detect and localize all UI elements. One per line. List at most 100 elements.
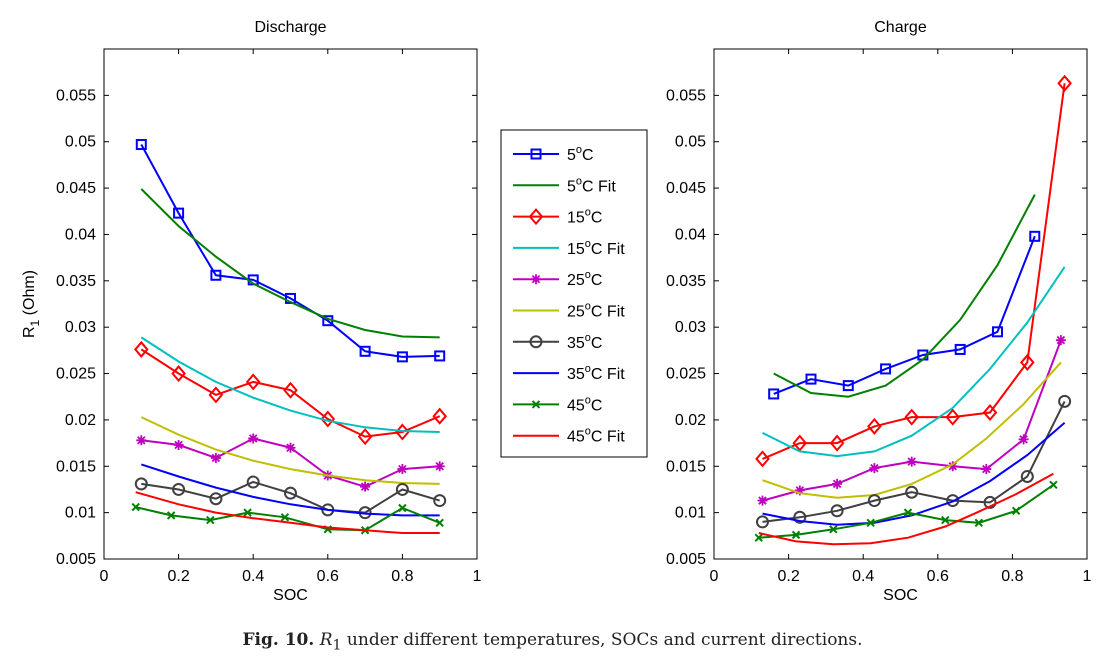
series-5oc: [768, 230, 1041, 400]
data-point: [805, 373, 817, 385]
data-point: [904, 408, 920, 426]
x-tick-label: 0.8: [391, 568, 413, 585]
legend-label: 25oC: [567, 269, 602, 289]
data-point: [754, 533, 763, 542]
data-point: [981, 464, 992, 475]
chart-panel-2: 0 0.2 0.4 0.6 0.8 1 0.005 0.01 0.015 0.02 0.025 0.0…: [666, 19, 1092, 604]
caption-label: Fig. 10.: [242, 630, 315, 650]
series-line: [762, 400, 1066, 523]
series-line: [140, 348, 441, 438]
x-tick-label: 0.2: [777, 568, 799, 585]
legend-entry: 5oC: [513, 144, 594, 164]
y-tick-label: 0.055: [56, 87, 96, 104]
y-tick-label: 0.01: [675, 505, 706, 522]
y-tick-label: 0.055: [666, 87, 706, 104]
data-point: [173, 439, 184, 450]
data-point: [434, 461, 445, 472]
y-tick-label: 0.035: [666, 273, 706, 290]
y-tick-label: 0.02: [65, 412, 96, 429]
legend-marker: [530, 148, 542, 160]
data-point: [1011, 506, 1021, 515]
series-line: [758, 472, 1054, 546]
axes-frame: [103, 48, 478, 560]
legend: 5oC 5oC Fit 15oC 15oC Fit 25oC 25oC Fit 35oC 35…: [500, 129, 648, 458]
axes-frame: [713, 48, 1088, 560]
data-point: [208, 386, 224, 404]
series-25oc-fit: [140, 416, 440, 485]
y-tick-label: 0.02: [675, 412, 706, 429]
series-35oc: [755, 394, 1072, 529]
data-point: [135, 139, 147, 151]
y-tick-label: 0.045: [56, 180, 96, 197]
x-tick-label: 0.8: [1001, 568, 1023, 585]
data-point: [209, 492, 223, 506]
data-point: [1018, 434, 1029, 445]
data-point: [1049, 480, 1058, 490]
data-point: [397, 464, 408, 475]
x-tick-label: 1: [473, 568, 482, 585]
data-point: [210, 452, 221, 463]
legend-marker: [531, 400, 541, 409]
legend-label: 45oC Fit: [567, 426, 625, 446]
data-point: [793, 510, 807, 524]
series-line: [762, 266, 1066, 458]
caption-symbol: R: [319, 630, 333, 650]
chart-title: Discharge: [254, 19, 326, 36]
data-point: [869, 463, 880, 474]
data-point: [906, 456, 917, 467]
series-35oc: [134, 475, 447, 520]
caption-subscript: 1: [332, 637, 342, 654]
data-point: [320, 410, 336, 428]
data-point: [867, 417, 882, 435]
data-point: [757, 495, 768, 506]
series-45oc: [754, 480, 1058, 542]
y-tick-label: 0.05: [65, 134, 96, 151]
data-point: [947, 461, 958, 472]
data-point: [172, 482, 186, 496]
data-point: [945, 408, 961, 426]
data-point: [395, 482, 409, 496]
data-point: [905, 485, 919, 499]
data-point: [1057, 74, 1072, 92]
series-line: [762, 339, 1062, 502]
legend-label: 15oC Fit: [567, 238, 625, 258]
data-point: [768, 388, 780, 400]
figure-caption: Fig. 10. R1 under different temperatures…: [0, 630, 1105, 653]
series-line: [140, 416, 440, 485]
y-tick-label: 0.05: [675, 134, 706, 151]
legend-marker: [529, 335, 543, 349]
y-tick-label: 0.015: [666, 458, 706, 475]
legend-label: 5oC: [567, 144, 594, 164]
series-line: [135, 491, 440, 534]
data-point: [982, 403, 998, 422]
y-tick-label: 0.04: [65, 226, 96, 243]
legend-label: 35oC Fit: [567, 363, 625, 383]
series-5oc-fit: [773, 194, 1036, 398]
y-tick-label: 0.015: [56, 458, 96, 475]
data-point: [359, 345, 371, 357]
series-25oc-fit: [762, 361, 1062, 499]
y-tick-label: 0.04: [675, 226, 706, 243]
data-point: [832, 478, 843, 489]
x-tick-label: 0.4: [852, 568, 874, 585]
data-point: [396, 351, 408, 363]
series-line: [762, 83, 1066, 460]
series-line: [773, 235, 1036, 395]
figure-canvas: 0 0.2 0.4 0.6 0.8 1 0.005 0.01 0.015 0.02 0.025 0.0…: [21, 19, 1092, 604]
legend-marker: [531, 274, 541, 285]
y-tick-label: 0.03: [65, 319, 96, 336]
data-point: [210, 269, 222, 281]
series-15oc-fit: [762, 266, 1066, 458]
legend-entry: 15oC Fit: [513, 238, 625, 258]
data-point: [1020, 469, 1034, 483]
x-axis-label: SOC: [273, 587, 308, 604]
data-point: [829, 525, 838, 534]
series-45oc: [131, 502, 444, 535]
data-point: [434, 350, 446, 362]
legend-label: 35oC: [567, 332, 602, 352]
x-tick-label: 0.6: [927, 568, 949, 585]
data-point: [171, 365, 186, 383]
data-point: [433, 494, 447, 508]
data-point: [136, 435, 147, 446]
data-point: [206, 515, 215, 525]
